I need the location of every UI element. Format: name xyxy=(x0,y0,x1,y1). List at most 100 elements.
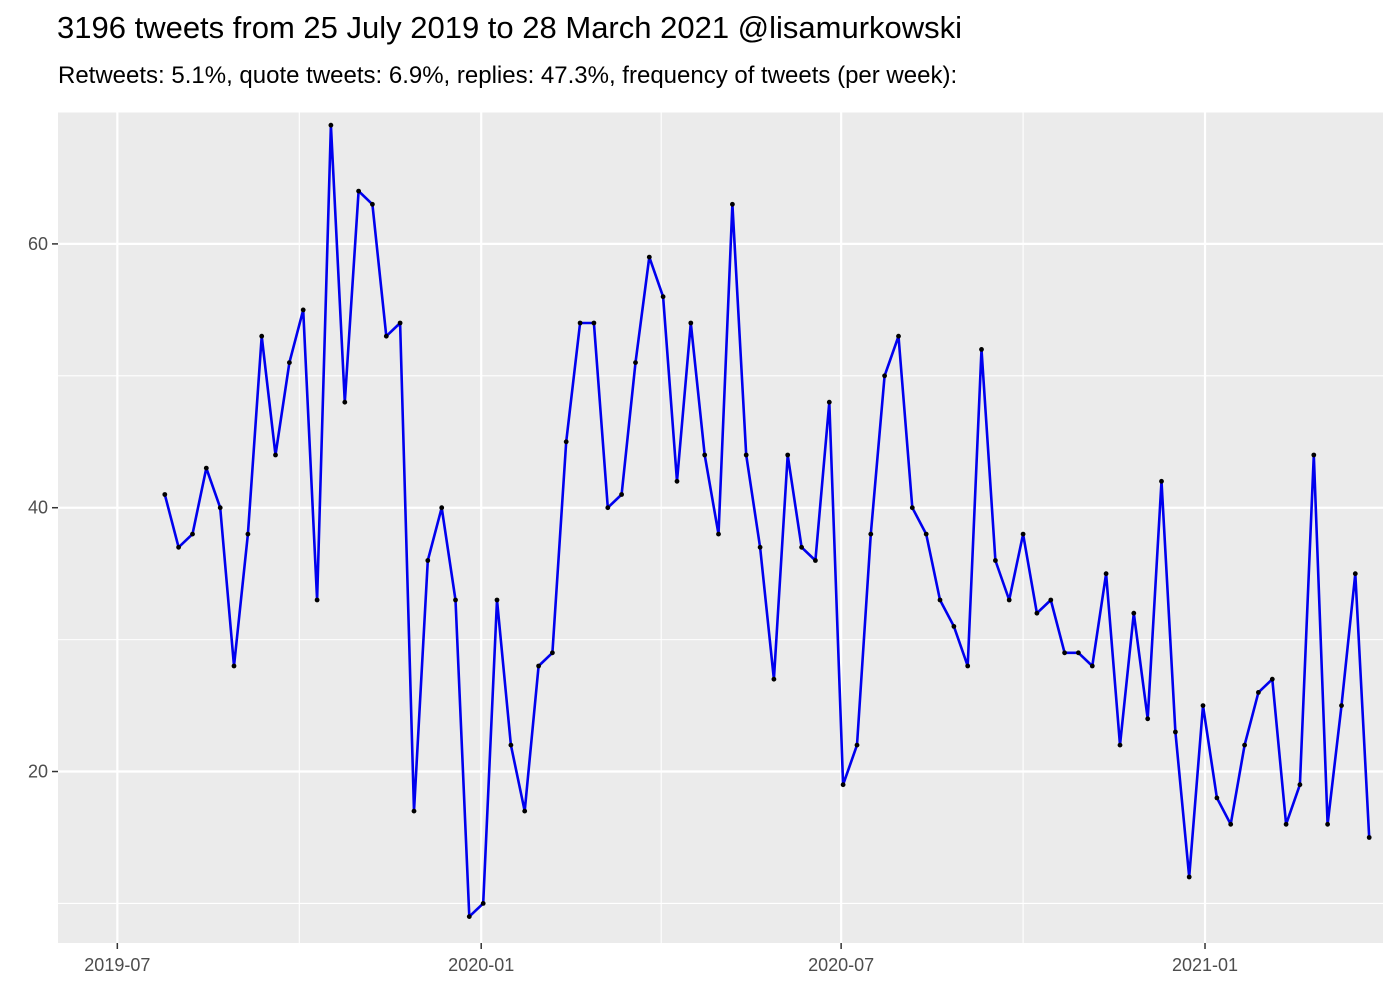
data-point xyxy=(702,452,708,458)
data-point xyxy=(1131,610,1137,616)
minor-gridlines xyxy=(58,111,1383,943)
data-point xyxy=(162,492,168,497)
y-axis-tick-label: 40 xyxy=(28,498,48,518)
data-point xyxy=(563,439,569,445)
data-point xyxy=(190,531,195,537)
data-point xyxy=(1089,663,1095,669)
plot-panel xyxy=(58,112,1383,943)
data-point xyxy=(785,452,791,458)
data-point xyxy=(1076,650,1081,656)
data-point xyxy=(1256,690,1261,695)
data-point xyxy=(1352,571,1358,577)
data-point xyxy=(536,663,541,669)
data-point xyxy=(577,320,583,326)
data-point xyxy=(979,347,984,352)
data-point xyxy=(619,492,624,497)
data-point xyxy=(1297,782,1303,788)
data-point xyxy=(550,650,555,656)
data-point xyxy=(674,478,680,484)
data-point xyxy=(923,531,929,537)
data-point xyxy=(328,122,334,128)
data-point xyxy=(273,452,278,458)
data-point xyxy=(1173,729,1178,735)
data-point xyxy=(1006,597,1012,603)
data-point xyxy=(439,505,445,511)
data-point xyxy=(1214,795,1220,801)
data-point xyxy=(757,544,763,550)
data-point xyxy=(1200,703,1206,708)
data-point xyxy=(245,531,251,537)
data-point xyxy=(383,333,389,339)
data-point xyxy=(314,597,320,603)
data-point xyxy=(1269,676,1275,682)
data-point xyxy=(646,254,652,260)
data-point xyxy=(453,597,458,603)
y-axis-tick-label: 20 xyxy=(28,762,48,782)
data-point xyxy=(1242,742,1247,748)
x-axis-tick-label: 2021-01 xyxy=(1172,955,1238,975)
data-point xyxy=(591,320,597,326)
data-point xyxy=(1117,742,1123,748)
data-point xyxy=(813,558,818,563)
data-point xyxy=(1103,571,1109,577)
data-point xyxy=(1311,452,1317,458)
data-point xyxy=(688,320,694,326)
data-point xyxy=(259,333,265,339)
data-point xyxy=(951,624,957,629)
data-point xyxy=(896,333,901,339)
data-point xyxy=(826,399,832,405)
data-point xyxy=(799,544,804,550)
data-point xyxy=(771,676,777,682)
data-point xyxy=(287,360,292,365)
data-point xyxy=(508,742,514,748)
data-point xyxy=(411,808,417,814)
data-point xyxy=(993,558,998,563)
data-point xyxy=(1339,703,1344,708)
data-point xyxy=(716,531,721,537)
data-point xyxy=(937,597,943,603)
x-axis-tick-label: 2020-07 xyxy=(808,955,874,975)
data-point xyxy=(217,505,223,511)
data-point xyxy=(1325,821,1330,827)
data-point xyxy=(1020,531,1026,537)
data-point xyxy=(868,531,874,537)
data-point xyxy=(854,742,860,748)
data-point xyxy=(370,201,375,207)
data-point xyxy=(480,901,486,906)
data-point xyxy=(342,399,348,405)
data-point xyxy=(660,294,666,300)
data-point xyxy=(882,373,887,379)
series-line xyxy=(163,123,1371,918)
data-point xyxy=(730,201,735,207)
data-point xyxy=(1145,716,1151,722)
data-point xyxy=(633,360,638,365)
data-point xyxy=(1159,478,1164,484)
x-axis-tick-label: 2020-01 xyxy=(448,955,514,975)
chart-subtitle: Retweets: 5.1%, quote tweets: 6.9%, repl… xyxy=(58,62,958,89)
data-point xyxy=(965,663,971,669)
data-point xyxy=(909,505,915,511)
data-point xyxy=(605,505,611,511)
y-axis-tick-label: 60 xyxy=(28,234,48,254)
data-point xyxy=(1228,821,1234,827)
data-point xyxy=(176,544,182,550)
data-point xyxy=(231,663,237,669)
data-point xyxy=(1366,835,1372,840)
data-point xyxy=(1062,650,1067,656)
data-point xyxy=(840,782,846,788)
data-point xyxy=(522,808,528,814)
data-point xyxy=(743,452,749,458)
data-point xyxy=(1186,874,1192,880)
axis-layer: 20 40 60 2019-07 2020-01 2020-07 2021-01 xyxy=(28,234,1238,975)
data-point xyxy=(1283,821,1289,827)
data-point xyxy=(203,465,209,471)
data-point xyxy=(1034,610,1040,616)
data-point xyxy=(1048,597,1054,603)
series-layer xyxy=(162,122,1372,919)
data-point xyxy=(356,188,361,194)
data-point xyxy=(300,307,306,313)
data-point xyxy=(397,320,403,326)
x-axis-tick-label: 2019-07 xyxy=(84,955,150,975)
data-point xyxy=(466,914,472,919)
